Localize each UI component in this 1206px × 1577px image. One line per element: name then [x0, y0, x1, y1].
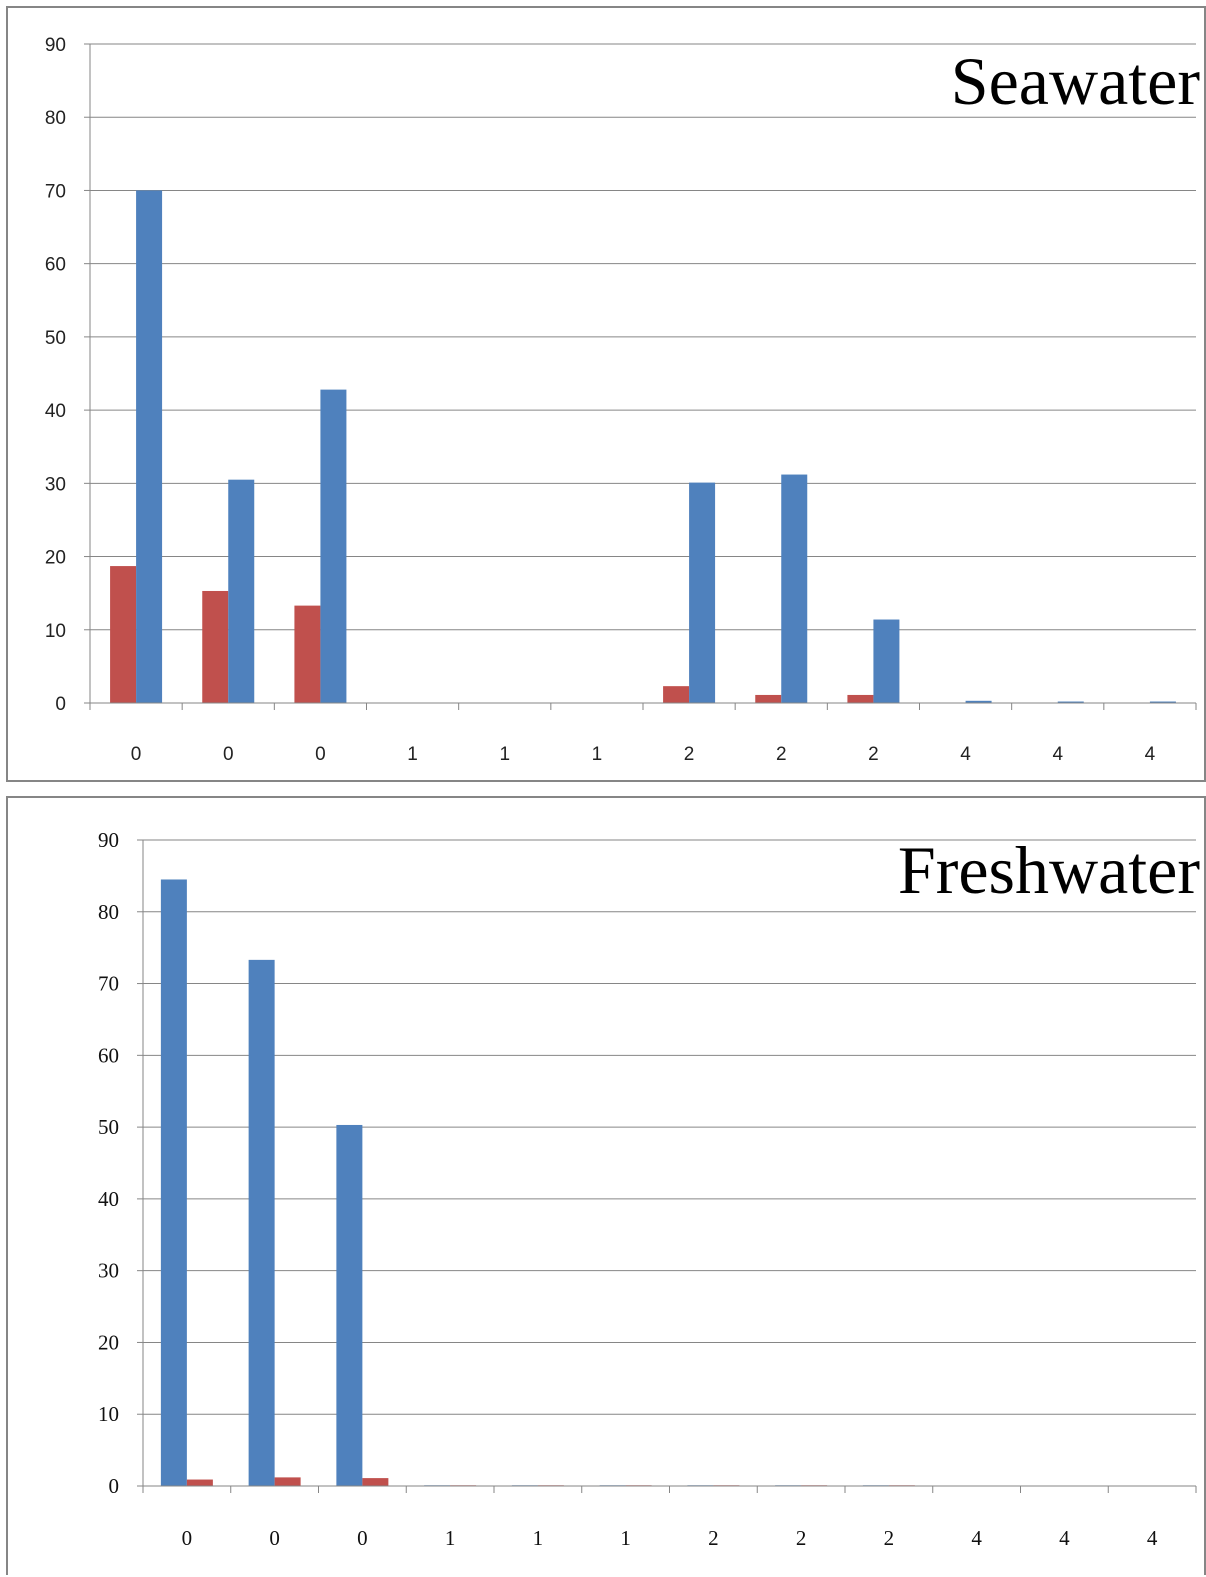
x-tick-label: 2	[776, 744, 787, 765]
bar	[965, 700, 992, 703]
y-tick-label: 50	[98, 1115, 119, 1139]
freshwater-chart-panel: 0 10 20 30 40 50 60 70 80 90 0 0 0 1 1 1 2 2 2 4 4 4 Freshwate…	[6, 796, 1206, 1575]
y-tick-label: 70	[98, 972, 119, 996]
bar	[1149, 701, 1176, 703]
bar	[160, 879, 187, 1486]
x-tick-label: 4	[1059, 1526, 1070, 1550]
x-tick-label: 1	[620, 1526, 631, 1550]
x-tick-label: 0	[223, 744, 234, 765]
y-tick-label: 40	[45, 401, 66, 422]
chart-title: Freshwater	[898, 832, 1200, 908]
x-tick-label: 0	[131, 744, 142, 765]
x-tick-label: 1	[592, 744, 603, 765]
seawater-chart-panel: 0 10 20 30 40 50 60 70 80 90 0 0 0 1 1 1 2 2 2 4 4 4 Seawater	[6, 6, 1206, 782]
x-tick-label: 4	[971, 1526, 982, 1550]
bar	[1057, 701, 1084, 703]
y-tick-label: 80	[45, 108, 66, 129]
x-tick-label: 2	[868, 744, 879, 765]
x-tick-label: 1	[499, 744, 510, 765]
x-tick-label: 4	[1147, 1526, 1158, 1550]
x-tick-label: 0	[269, 1526, 280, 1550]
chart-title: Seawater	[951, 43, 1201, 119]
x-tick-label: 0	[357, 1526, 368, 1550]
seawater-chart: 0 10 20 30 40 50 60 70 80 90 0 0 0 1 1 1 2 2 2 4 4 4 Seawater	[45, 35, 1201, 765]
x-tick-label: 2	[684, 744, 695, 765]
y-tick-label: 40	[98, 1187, 119, 1211]
y-tick-label: 60	[45, 255, 66, 276]
y-tick-label: 30	[45, 474, 66, 495]
y-tick-label: 0	[109, 1474, 120, 1498]
x-tick-label: 1	[445, 1526, 456, 1550]
y-tick-label: 70	[45, 181, 66, 202]
y-tick-label: 90	[98, 828, 119, 852]
bar	[362, 1478, 389, 1486]
x-tick-label: 0	[182, 1526, 193, 1550]
bar	[110, 566, 137, 703]
x-tick-label: 2	[884, 1526, 895, 1550]
x-tick-label: 2	[708, 1526, 719, 1550]
x-tick-label: 4	[1145, 744, 1156, 765]
bar	[320, 389, 347, 703]
bar	[274, 1477, 301, 1486]
x-tick-label: 1	[407, 744, 418, 765]
freshwater-chart: 0 10 20 30 40 50 60 70 80 90 0 0 0 1 1 1 2 2 2 4 4 4 Freshwate…	[98, 828, 1200, 1550]
bar	[781, 474, 808, 703]
bar	[228, 479, 255, 703]
bar	[294, 605, 321, 703]
y-tick-label: 20	[45, 548, 66, 569]
bar	[873, 619, 900, 703]
x-tick-label: 4	[1052, 744, 1063, 765]
bar	[663, 686, 690, 703]
x-tick-label: 4	[960, 744, 971, 765]
y-tick-label: 80	[98, 900, 119, 924]
bar	[847, 694, 874, 703]
y-tick-label: 30	[98, 1259, 119, 1283]
y-tick-label: 20	[98, 1330, 119, 1354]
bar	[202, 590, 229, 703]
y-tick-label: 50	[45, 328, 66, 349]
y-tick-label: 10	[45, 621, 66, 642]
x-tick-label: 1	[533, 1526, 544, 1550]
y-tick-label: 0	[55, 694, 66, 715]
bar	[136, 190, 163, 703]
bar	[755, 694, 782, 703]
bar	[248, 959, 275, 1486]
x-tick-label: 0	[315, 744, 326, 765]
bar	[186, 1479, 213, 1486]
bar	[336, 1124, 363, 1486]
y-tick-label: 90	[45, 35, 66, 56]
y-tick-label: 10	[98, 1402, 119, 1426]
x-tick-label: 2	[796, 1526, 807, 1550]
bar	[689, 482, 716, 703]
y-tick-label: 60	[98, 1043, 119, 1067]
